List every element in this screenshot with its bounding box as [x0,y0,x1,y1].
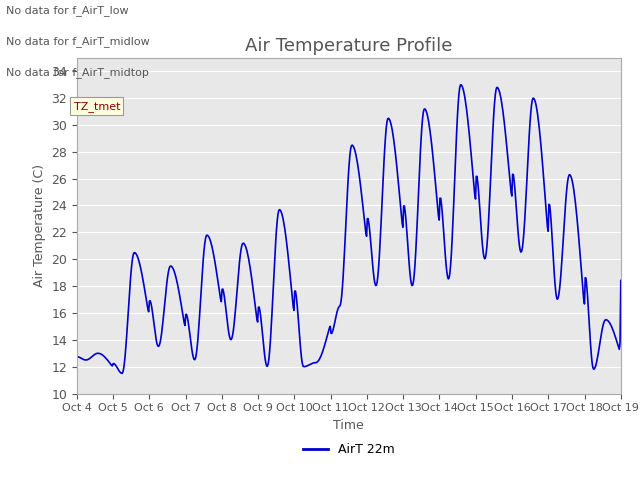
Text: No data for f_AirT_low: No data for f_AirT_low [6,5,129,16]
X-axis label: Time: Time [333,419,364,432]
Title: Air Temperature Profile: Air Temperature Profile [245,36,452,55]
Y-axis label: Air Temperature (C): Air Temperature (C) [33,164,45,287]
Text: No data for f_AirT_midlow: No data for f_AirT_midlow [6,36,150,47]
Text: No data for f_AirT_midtop: No data for f_AirT_midtop [6,67,149,78]
Legend: AirT 22m: AirT 22m [298,438,399,461]
Text: TZ_tmet: TZ_tmet [74,101,120,112]
